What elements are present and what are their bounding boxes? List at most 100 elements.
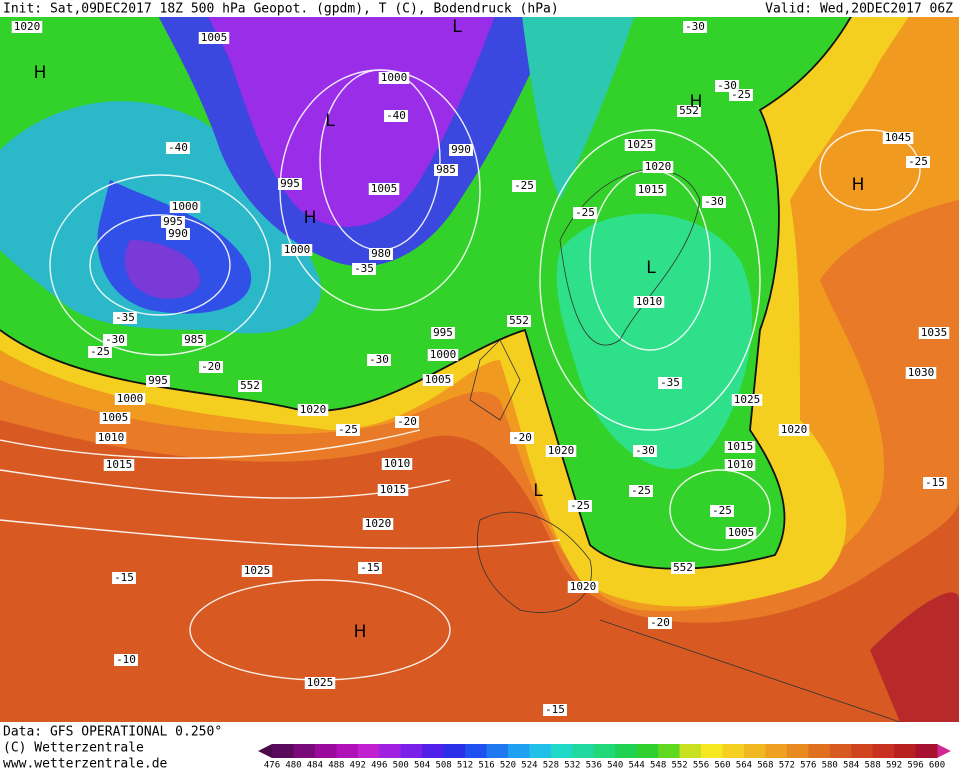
map-label-box xyxy=(182,334,206,346)
map-label-text: 1020 xyxy=(645,160,672,173)
map-label: 1005 xyxy=(198,31,230,44)
map-label-box xyxy=(702,196,726,208)
colorbar-label: 568 xyxy=(757,761,773,771)
map-label-text: 1030 xyxy=(908,366,935,379)
map-label-text: -35 xyxy=(354,262,374,275)
colorbar-label: 500 xyxy=(393,761,409,771)
colorbar-swatch xyxy=(550,744,573,758)
colorbar-label: 512 xyxy=(457,761,473,771)
map-label-box xyxy=(112,572,136,584)
colorbar-swatch xyxy=(422,744,445,758)
colorbar-swatch xyxy=(829,744,852,758)
map-label: -30 xyxy=(103,333,127,346)
colorbar-swatch xyxy=(872,744,895,758)
map-label-text: -25 xyxy=(908,155,928,168)
map-label: 980 xyxy=(369,247,393,260)
map-label: 1015 xyxy=(103,458,135,471)
map-label: 1000 xyxy=(427,348,459,361)
map-label-text: 1045 xyxy=(885,131,912,144)
map-label-text: -30 xyxy=(635,444,655,457)
map-label-box xyxy=(88,346,112,358)
map-label-text: 980 xyxy=(371,247,391,260)
colorbar-swatch xyxy=(443,744,466,758)
colorbar-swatch xyxy=(272,744,294,758)
map-label-box xyxy=(358,562,382,574)
map-label-box xyxy=(431,327,455,339)
map-label-box xyxy=(633,445,657,457)
colorbar-label: 524 xyxy=(521,761,537,771)
colorbar-swatch xyxy=(572,744,595,758)
map-label-box xyxy=(677,105,701,117)
map-label-text: -25 xyxy=(575,206,595,219)
map-label: -35 xyxy=(113,311,137,324)
map-background xyxy=(0,0,959,723)
map-label-box xyxy=(648,617,672,629)
map-label-text: 1010 xyxy=(727,458,754,471)
map-label-box xyxy=(114,654,138,666)
colorbar-label: 516 xyxy=(478,761,494,771)
map-label: 1025 xyxy=(304,676,336,689)
map-label-box xyxy=(381,458,413,470)
colorbar-swatch xyxy=(615,744,638,758)
pressure-center: L xyxy=(646,258,656,278)
map-label: 552 xyxy=(238,379,262,392)
footer-line: (C) Wetterzentrale xyxy=(3,741,144,756)
map-label: 1020 xyxy=(778,423,810,436)
map-label-text: 1020 xyxy=(570,580,597,593)
map-label-text: 1000 xyxy=(430,348,457,361)
map-label: 1010 xyxy=(633,295,665,308)
map-label-box xyxy=(395,416,419,428)
map-label-text: 1025 xyxy=(734,393,761,406)
colorbar-label: 528 xyxy=(543,761,559,771)
map-label-text: -20 xyxy=(201,360,221,373)
map-label-text: 1000 xyxy=(284,243,311,256)
map-label-text: 995 xyxy=(433,326,453,339)
header-background xyxy=(0,0,959,17)
colorbar-label: 552 xyxy=(671,761,687,771)
header-right: Valid: Wed,20DEC2017 06Z xyxy=(765,2,953,17)
colorbar-swatch xyxy=(314,744,337,758)
colorbar-swatch xyxy=(765,744,788,758)
map-label-box xyxy=(573,207,597,219)
colorbar-label: 564 xyxy=(736,761,752,771)
map-label: -30 xyxy=(633,444,657,457)
pressure-center: L xyxy=(452,17,462,37)
map-label-box xyxy=(378,72,410,84)
colorbar-swatch xyxy=(529,744,552,758)
colorbar-swatch xyxy=(894,744,917,758)
pressure-center: H xyxy=(852,175,865,195)
map-label-box xyxy=(567,581,599,593)
map-label-box xyxy=(367,354,391,366)
map-label-text: -30 xyxy=(369,353,389,366)
map-label: -30 xyxy=(367,353,391,366)
map-label: 1010 xyxy=(724,458,756,471)
colorbar-label: 492 xyxy=(350,761,366,771)
map-label: 990 xyxy=(166,227,190,240)
map-label-box xyxy=(166,142,190,154)
map-label-box xyxy=(683,21,707,33)
map-label: 1025 xyxy=(241,564,273,577)
colorbar-swatch xyxy=(679,744,702,758)
map-label-box xyxy=(369,248,393,260)
pressure-center: L xyxy=(533,481,543,501)
map-label-text: 1020 xyxy=(548,444,575,457)
colorbar-swatch xyxy=(786,744,809,758)
map-label: 1010 xyxy=(381,457,413,470)
map-label-text: 1025 xyxy=(627,138,654,151)
colorbar-swatch xyxy=(357,744,380,758)
map-label: 1005 xyxy=(368,182,400,195)
map-label: 985 xyxy=(434,163,458,176)
map-label-box xyxy=(642,161,674,173)
map-label-box xyxy=(95,432,127,444)
map-label-box xyxy=(906,156,930,168)
colorbar-swatch xyxy=(400,744,423,758)
colorbar-swatch xyxy=(507,744,530,758)
map-label-box xyxy=(512,180,536,192)
colorbar-label: 572 xyxy=(779,761,795,771)
colorbar-swatch xyxy=(743,744,766,758)
map-label: -25 xyxy=(336,423,360,436)
map-label: 1020 xyxy=(297,403,329,416)
map-label-text: 1015 xyxy=(380,483,407,496)
map-label-box xyxy=(304,677,336,689)
